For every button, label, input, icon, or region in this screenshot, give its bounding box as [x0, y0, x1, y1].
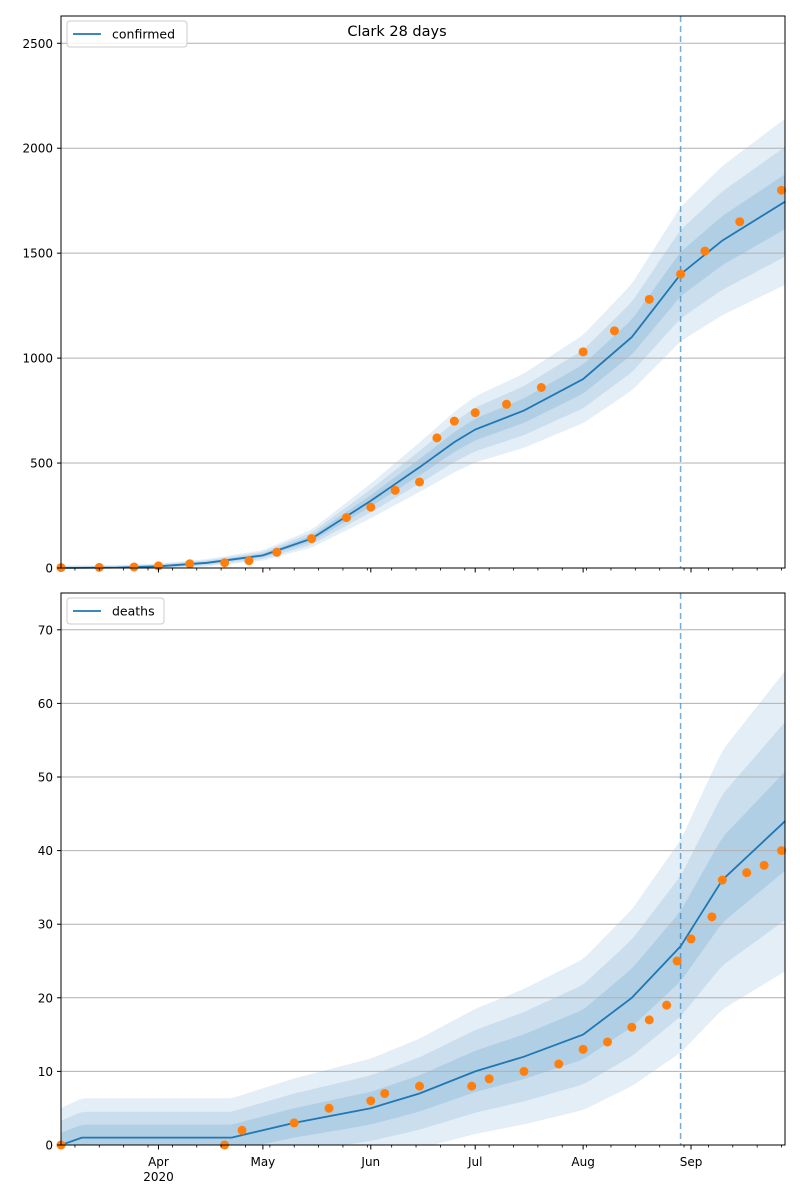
- deaths-band-0: [61, 671, 785, 1145]
- deaths-observed-point: [627, 1022, 637, 1032]
- deaths-legend: deaths: [66, 597, 165, 625]
- deaths-observed-point: [380, 1088, 390, 1098]
- confirmed-axes: 0 500 1000 1500 2000 2500: [22, 37, 782, 576]
- confirmed-uncertainty-bands: [61, 118, 785, 569]
- deaths-plot-frame: [60, 592, 786, 1146]
- deaths-y-tick-label-0: 0: [45, 1139, 53, 1153]
- confirmed-observed-point: [390, 485, 400, 495]
- deaths-x-tick-label-0: 2020: [143, 1170, 174, 1184]
- confirmed-legend-box: [66, 20, 188, 48]
- deaths-x-tick-label-1: May: [250, 1155, 275, 1169]
- deaths-y-tick-label-2: 20: [38, 991, 53, 1005]
- confirmed-observed-point: [644, 294, 654, 304]
- deaths-x-tick-label-3: Jul: [467, 1155, 482, 1169]
- deaths-y-tick-label-6: 60: [38, 697, 53, 711]
- confirmed-y-tick-label-5: 2500: [22, 37, 53, 51]
- deaths-observed-point: [686, 934, 696, 944]
- deaths-observed-point: [644, 1015, 654, 1025]
- confirmed-y-tick-label-0: 0: [45, 562, 53, 576]
- confirmed-observed-point: [609, 326, 619, 336]
- deaths-observed-point: [324, 1103, 334, 1113]
- deaths-x-tick-label-5: Sep: [680, 1155, 703, 1169]
- deaths-observed-point: [366, 1096, 376, 1106]
- confirmed-model-line: [60, 200, 786, 569]
- deaths-observed-point: [707, 912, 717, 922]
- confirmed-observed-point: [449, 416, 459, 426]
- deaths-observed-point: [484, 1074, 494, 1084]
- confirmed-band-0: [61, 118, 785, 568]
- confirmed-gridlines: [61, 42, 785, 464]
- confirmed-observed-point: [777, 185, 787, 195]
- confirmed-y-tick-label-2: 1000: [22, 352, 53, 366]
- confirmed-observed-point: [307, 534, 317, 544]
- confirmed-observed-point: [536, 382, 546, 392]
- deaths-y-tick-label-4: 40: [38, 844, 53, 858]
- deaths-legend-box: [66, 597, 165, 625]
- confirmed-band-1: [61, 146, 785, 568]
- chart-title: Clark 28 days: [347, 24, 446, 40]
- deaths-observed-point: [519, 1066, 529, 1076]
- confirmed-observed-point: [220, 558, 230, 568]
- deaths-gridlines: [61, 629, 785, 1072]
- confirmed-observed-point: [244, 556, 254, 566]
- deaths-model-line: [60, 820, 786, 1146]
- confirmed-observed-point: [185, 559, 195, 569]
- deaths-observed-point: [415, 1081, 425, 1091]
- deaths-observed-point: [662, 1000, 672, 1010]
- deaths-observed-point: [289, 1118, 299, 1128]
- confirmed-observed-point: [735, 217, 745, 227]
- deaths-x-tick-label-2: Jun: [360, 1155, 380, 1169]
- deaths-observed-point: [759, 860, 769, 870]
- deaths-observed-point: [742, 868, 752, 878]
- deaths-legend-label: deaths: [112, 604, 155, 619]
- confirmed-observed-point: [578, 347, 588, 357]
- deaths-observed-point: [672, 956, 682, 966]
- confirmed-y-tick-label-1: 500: [30, 457, 53, 471]
- confirmed-observed-point: [676, 269, 686, 279]
- deaths-observed-point: [602, 1037, 612, 1047]
- confirmed-observed-point: [272, 547, 282, 557]
- confirmed-observed-point: [415, 477, 425, 487]
- deaths-x-tick-label-0: Apr: [148, 1155, 169, 1169]
- deaths-observed-point: [554, 1059, 564, 1069]
- confirmed-observed-point: [432, 433, 442, 443]
- confirmed-legend-label: confirmed: [112, 27, 175, 42]
- confirmed-panel: 0 500 1000 1500 2000 2500 confirmed Clark 28 …: [22, 15, 787, 576]
- confirmed-observed-point: [502, 399, 512, 409]
- confirmed-y-tick-label-4: 2000: [22, 142, 53, 156]
- confirmed-observed-point: [341, 513, 351, 523]
- confirmed-observed-point: [129, 562, 139, 572]
- confirmed-observed-point: [700, 246, 710, 256]
- confirmed-plot-frame: [60, 15, 786, 569]
- confirmed-y-tick-label-3: 1500: [22, 247, 53, 261]
- confirmed-observed-point: [366, 502, 376, 512]
- deaths-observed-point: [578, 1044, 588, 1054]
- confirmed-observed-point: [94, 562, 104, 572]
- confirmed-observed-point: [470, 408, 480, 418]
- deaths-observed-point: [777, 846, 787, 856]
- deaths-y-tick-label-1: 10: [38, 1065, 53, 1079]
- deaths-x-tick-label-4: Aug: [571, 1155, 594, 1169]
- confirmed-legend: confirmed: [66, 20, 188, 48]
- deaths-y-tick-label-5: 50: [38, 771, 53, 785]
- deaths-observed-point: [467, 1081, 477, 1091]
- deaths-y-tick-label-3: 30: [38, 918, 53, 932]
- deaths-y-tick-label-7: 70: [38, 623, 53, 637]
- deaths-observed-point: [717, 875, 727, 885]
- deaths-observed-point: [237, 1125, 247, 1135]
- deaths-series-marks: [56, 593, 787, 1150]
